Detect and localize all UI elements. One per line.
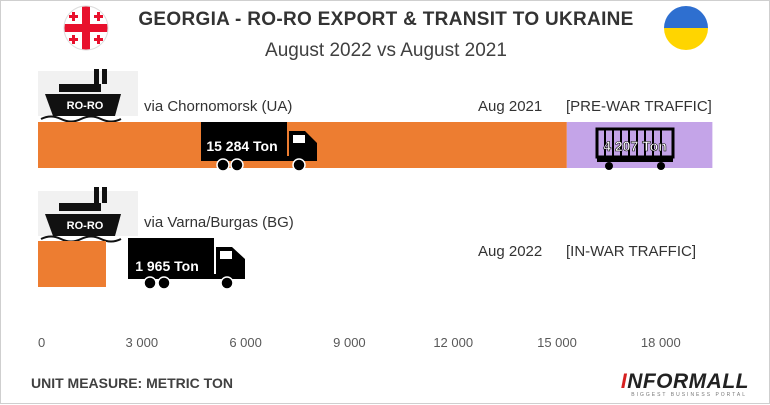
ship-label-1: RO-RO xyxy=(67,100,104,112)
chart-subtitle: August 2022 vs August 2021 xyxy=(265,40,507,61)
truck-icon-2 xyxy=(128,238,245,290)
roro-ship-icon-2 xyxy=(38,187,138,243)
ship-label-2: RO-RO xyxy=(67,220,104,232)
container-icon xyxy=(595,127,675,170)
traffic-tag-2021: [PRE-WAR TRAFFIC] xyxy=(566,98,712,115)
brand-logo: INFORMALL xyxy=(621,370,749,394)
x-tick-label: 18 000 xyxy=(641,335,681,350)
x-tick-label: 9 000 xyxy=(333,335,366,350)
x-tick-label: 12 000 xyxy=(433,335,473,350)
value-label-aug2021: 4 207 Ton xyxy=(603,138,667,154)
period-label-2022: Aug 2022 xyxy=(478,243,542,260)
value-label-chornomorsk: 15 284 Ton xyxy=(206,138,277,154)
truck-icon-1 xyxy=(201,122,317,172)
brand-tagline: BIGGEST BUSINESS PORTAL xyxy=(631,392,747,398)
x-tick-label: 6 000 xyxy=(229,335,262,350)
brand-name: NFORMALL xyxy=(627,370,749,393)
value-label-varna: 1 965 Ton xyxy=(135,258,199,274)
brand-lead-letter: I xyxy=(620,370,628,393)
bar-2-series-1 xyxy=(38,241,106,287)
route-label-varna: via Varna/Burgas (BG) xyxy=(144,214,294,231)
traffic-tag-2022: [IN-WAR TRAFFIC] xyxy=(566,243,696,260)
period-label-2021: Aug 2021 xyxy=(478,98,542,115)
roro-ship-icon-1 xyxy=(38,69,138,123)
x-axis-ticks: 0 3 000 6 000 9 000 12 000 15 000 18 000 xyxy=(38,335,681,350)
route-label-chornomorsk: via Chornomorsk (UA) xyxy=(144,98,292,115)
ukraine-flag-icon xyxy=(664,6,708,50)
x-tick-label: 15 000 xyxy=(537,335,577,350)
georgia-flag-icon xyxy=(63,5,109,51)
x-tick-label: 0 xyxy=(38,335,45,350)
unit-measure-note: UNIT MEASURE: METRIC TON xyxy=(31,375,233,391)
x-tick-label: 3 000 xyxy=(126,335,159,350)
chart-title: GEORGIA - RO-RO EXPORT & TRANSIT TO UKRA… xyxy=(138,9,634,30)
